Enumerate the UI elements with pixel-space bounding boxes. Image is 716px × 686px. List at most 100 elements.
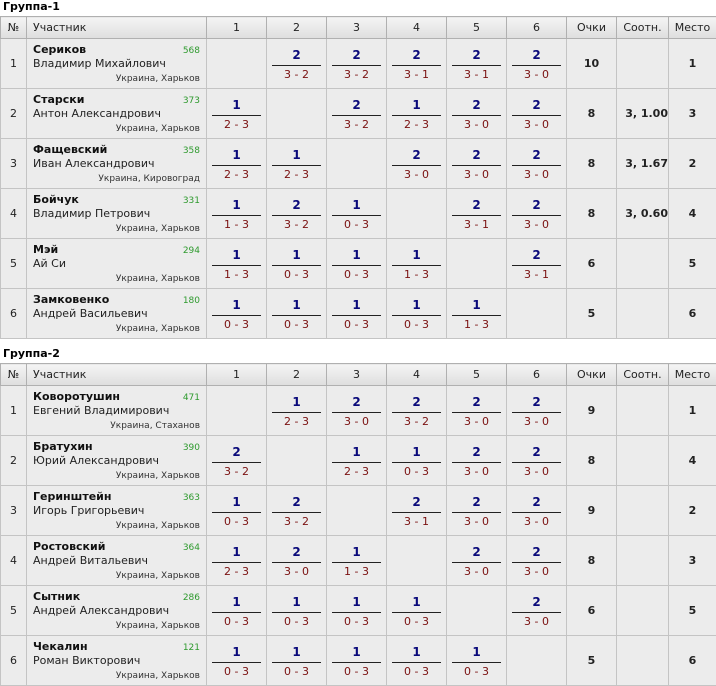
match-points: 2 <box>507 495 566 509</box>
self-match-cell <box>327 139 387 189</box>
match-score: 3 - 2 <box>267 515 326 528</box>
total-points: 8 <box>567 436 617 486</box>
match-points: 1 <box>327 595 386 609</box>
result-divider <box>212 662 261 663</box>
match-points: 1 <box>327 298 386 312</box>
player-last-name[interactable]: Чекалин <box>33 640 88 653</box>
match-score: 3 - 2 <box>387 415 446 428</box>
header-num: № <box>1 17 27 39</box>
match-points: 2 <box>507 48 566 62</box>
player-location: Украина, Харьков <box>116 521 200 531</box>
player-last-name[interactable]: Братухин <box>33 440 93 453</box>
match-points: 1 <box>327 545 386 559</box>
player-last-name[interactable]: Мэй <box>33 243 58 256</box>
player-location: Украина, Харьков <box>116 571 200 581</box>
player-last-name[interactable]: Сериков <box>33 43 86 56</box>
match-score: 0 - 3 <box>387 665 446 678</box>
result-divider <box>392 662 441 663</box>
header-ratio: Соотн. <box>617 17 669 39</box>
player-location: Украина, Харьков <box>116 621 200 631</box>
player-rating: 568 <box>183 46 200 56</box>
match-points: 2 <box>327 48 386 62</box>
match-score: 3 - 0 <box>507 168 566 181</box>
match-points: 1 <box>207 98 266 112</box>
header-opponent-1: 1 <box>207 364 267 386</box>
result-divider <box>452 412 501 413</box>
match-points: 1 <box>267 148 326 162</box>
match-points: 1 <box>267 395 326 409</box>
player-last-name[interactable]: Сытник <box>33 590 80 603</box>
player-location: Украина, Стаханов <box>110 421 200 431</box>
result-divider <box>332 315 381 316</box>
total-points: 5 <box>567 289 617 339</box>
player-last-name[interactable]: Геринштейн <box>33 490 111 503</box>
match-points: 2 <box>387 395 446 409</box>
match-score: 3 - 0 <box>447 118 506 131</box>
match-points: 1 <box>207 248 266 262</box>
result-divider <box>212 165 261 166</box>
match-points: 1 <box>207 645 266 659</box>
result-divider <box>272 662 321 663</box>
match-points: 1 <box>207 298 266 312</box>
match-score: 3 - 0 <box>507 218 566 231</box>
tiebreak-ratio <box>617 486 669 536</box>
result-divider <box>452 165 501 166</box>
match-score: 3 - 1 <box>387 515 446 528</box>
player-last-name[interactable]: Коворотушин <box>33 390 120 403</box>
match-score: 3 - 0 <box>507 68 566 81</box>
match-points: 2 <box>507 98 566 112</box>
header-opponent-6: 6 <box>507 17 567 39</box>
match-points: 1 <box>387 445 446 459</box>
result-divider <box>272 512 321 513</box>
player-last-name[interactable]: Бойчук <box>33 193 79 206</box>
player-last-name[interactable]: Старски <box>33 93 84 106</box>
self-match-cell <box>267 436 327 486</box>
match-points: 2 <box>267 495 326 509</box>
result-divider <box>212 562 261 563</box>
final-place: 3 <box>669 536 716 586</box>
result-divider <box>512 265 561 266</box>
result-divider <box>332 215 381 216</box>
tiebreak-ratio <box>617 386 669 436</box>
player-last-name[interactable]: Фащевский <box>33 143 107 156</box>
tiebreak-ratio <box>617 289 669 339</box>
header-opponent-2: 2 <box>267 17 327 39</box>
match-points: 2 <box>327 98 386 112</box>
result-divider <box>392 315 441 316</box>
match-points: 2 <box>387 148 446 162</box>
player-rating: 294 <box>183 246 200 256</box>
total-points: 8 <box>567 89 617 139</box>
header-opponent-4: 4 <box>387 364 447 386</box>
result-divider <box>332 412 381 413</box>
match-score: 0 - 3 <box>387 318 446 331</box>
match-score: 3 - 1 <box>447 218 506 231</box>
match-score: 3 - 0 <box>507 515 566 528</box>
total-points: 6 <box>567 239 617 289</box>
match-score: 0 - 3 <box>327 665 386 678</box>
player-last-name[interactable]: Замковенко <box>33 293 109 306</box>
header-points: Очки <box>567 364 617 386</box>
player-last-name[interactable]: Ростовский <box>33 540 105 553</box>
self-match-cell <box>207 386 267 436</box>
final-place: 5 <box>669 586 716 636</box>
result-divider <box>512 115 561 116</box>
player-first-name: Антон Александрович <box>33 107 161 120</box>
result-divider <box>332 562 381 563</box>
